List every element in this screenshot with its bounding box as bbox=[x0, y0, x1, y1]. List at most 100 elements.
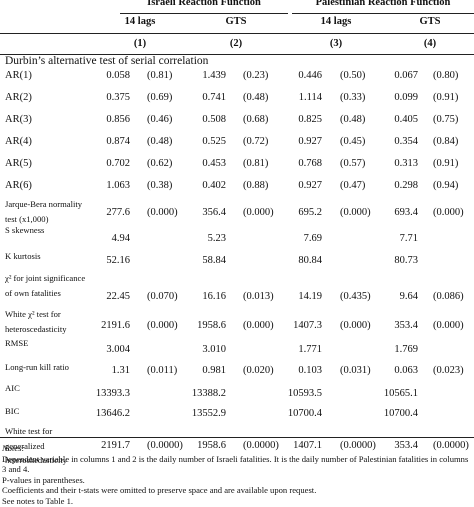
value-cell: 0.375 bbox=[106, 92, 130, 103]
pvalue-cell: (0.69) bbox=[147, 92, 173, 103]
pvalue-cell: (0.84) bbox=[433, 136, 459, 147]
pvalue-cell: (0.80) bbox=[433, 70, 459, 81]
value-cell: 2191.6 bbox=[101, 320, 130, 331]
pvalue-cell: (0.0000) bbox=[433, 440, 469, 451]
pvalue-cell: (0.75) bbox=[433, 114, 459, 125]
row-label: AR(5) bbox=[5, 158, 32, 169]
value-cell: 1.439 bbox=[202, 70, 226, 81]
value-cell: 10700.4 bbox=[287, 408, 322, 419]
value-cell: 80.84 bbox=[298, 255, 322, 266]
note-line: Dependent variable in columns 1 and 2 is… bbox=[2, 453, 469, 475]
pvalue-cell: (0.46) bbox=[147, 114, 173, 125]
table-row: K kurtosis 52.16 58.84 80.84 80.73 bbox=[0, 251, 474, 275]
value-cell: 0.405 bbox=[394, 114, 418, 125]
pvalue-cell: (0.23) bbox=[243, 70, 269, 81]
value-cell: 353.4 bbox=[394, 320, 418, 331]
value-cell: 0.741 bbox=[202, 92, 226, 103]
pvalue-cell: (0.48) bbox=[147, 136, 173, 147]
pvalue-cell: (0.011) bbox=[147, 365, 178, 376]
value-cell: 7.69 bbox=[303, 233, 322, 244]
value-cell: 0.508 bbox=[202, 114, 226, 125]
pvalue-cell: (0.45) bbox=[340, 136, 366, 147]
row-label: Jarque-Bera normality test (x1,000) bbox=[5, 199, 83, 224]
value-cell: 52.16 bbox=[106, 255, 130, 266]
pvalue-cell: (0.013) bbox=[243, 291, 274, 302]
value-cell: 58.84 bbox=[202, 255, 226, 266]
value-cell: 13393.3 bbox=[95, 388, 130, 399]
pvalue-cell: (0.0000) bbox=[340, 440, 376, 451]
table-row: BIC 13646.2 13552.9 10700.4 10700.4 bbox=[0, 406, 474, 428]
note-line: Coefficients and their t-stats were omit… bbox=[2, 485, 317, 496]
value-cell: 14.19 bbox=[298, 291, 322, 302]
sub-header-2: GTS bbox=[225, 16, 247, 27]
row-label: White test for generalized heteroskedast… bbox=[5, 426, 68, 466]
value-cell: 80.73 bbox=[394, 255, 418, 266]
value-cell: 1407.3 bbox=[293, 320, 322, 331]
pvalue-cell: (0.48) bbox=[243, 92, 269, 103]
table-row: AR(4) 0.874 (0.48) 0.525 (0.72) 0.927 (0.45) 0.… bbox=[0, 136, 474, 158]
value-cell: 356.4 bbox=[202, 207, 226, 218]
table-row: AR(6) 1.063 (0.38) 0.402 (0.88) 0.927 (0.47) 0.… bbox=[0, 180, 474, 202]
table-row: AR(2) 0.375 (0.69) 0.741 (0.48) 1.114 (0.33) 0.… bbox=[0, 92, 474, 114]
value-cell: 0.354 bbox=[394, 136, 418, 147]
pvalue-cell: (0.88) bbox=[243, 180, 269, 191]
table-row: AR(1) 0.058 (0.81) 1.439 (0.23) 0.446 (0.50) 0.… bbox=[0, 70, 474, 92]
value-cell: 1.114 bbox=[298, 92, 322, 103]
value-cell: 0.825 bbox=[298, 114, 322, 125]
table-row: White χ² test for heteroscedasticity 2191… bbox=[0, 309, 474, 340]
value-cell: 1407.1 bbox=[293, 440, 322, 451]
value-cell: 9.64 bbox=[399, 291, 418, 302]
value-cell: 1958.6 bbox=[197, 320, 226, 331]
sub-header-1: 14 lags bbox=[124, 16, 156, 27]
pvalue-cell: (0.33) bbox=[340, 92, 366, 103]
value-cell: 10700.4 bbox=[383, 408, 418, 419]
pvalue-cell: (0.94) bbox=[433, 180, 459, 191]
row-label: χ² for joint significance of own fatalit… bbox=[5, 273, 86, 298]
row-label: White χ² test for heteroscedasticity bbox=[5, 309, 67, 334]
pvalue-cell: (0.0000) bbox=[147, 440, 183, 451]
row-label: AR(4) bbox=[5, 136, 32, 147]
value-cell: 0.981 bbox=[202, 365, 226, 376]
value-cell: 0.402 bbox=[202, 180, 226, 191]
col-number-4: (4) bbox=[423, 38, 437, 49]
pvalue-cell: (0.000) bbox=[433, 207, 464, 218]
row-label: BIC bbox=[5, 406, 20, 416]
value-cell: 695.2 bbox=[298, 207, 322, 218]
pvalue-cell: (0.000) bbox=[340, 207, 371, 218]
israeli-reaction-header: Israeli Reaction Function bbox=[147, 0, 261, 8]
value-cell: 1.769 bbox=[394, 344, 418, 355]
value-cell: 0.313 bbox=[394, 158, 418, 169]
value-cell: 353.4 bbox=[394, 440, 418, 451]
pvalue-cell: (0.000) bbox=[147, 207, 178, 218]
table-row: Jarque-Bera normality test (x1,000) 277.6… bbox=[0, 199, 474, 227]
table-row: χ² for joint significance of own fatalit… bbox=[0, 273, 474, 311]
pvalue-cell: (0.91) bbox=[433, 158, 459, 169]
pvalue-cell: (0.070) bbox=[147, 291, 178, 302]
value-cell: 693.4 bbox=[394, 207, 418, 218]
value-cell: 0.298 bbox=[394, 180, 418, 191]
table-row: Long-run kill ratio 1.31 (0.011) 0.981 (0.02… bbox=[0, 362, 474, 385]
value-cell: 0.856 bbox=[106, 114, 130, 125]
pvalue-cell: (0.086) bbox=[433, 291, 464, 302]
row-label: AR(6) bbox=[5, 180, 32, 191]
pvalue-cell: (0.48) bbox=[340, 114, 366, 125]
value-cell: 0.525 bbox=[202, 136, 226, 147]
value-cell: 277.6 bbox=[106, 207, 130, 218]
pvalue-cell: (0.38) bbox=[147, 180, 173, 191]
value-cell: 2191.7 bbox=[101, 440, 130, 451]
value-cell: 0.099 bbox=[394, 92, 418, 103]
sub-header-rule bbox=[0, 33, 474, 34]
value-cell: 0.702 bbox=[106, 158, 130, 169]
table-row: S skewness 4.94 5.23 7.69 7.71 bbox=[0, 225, 474, 253]
palestinian-reaction-header: Palestinian Reaction Function bbox=[315, 0, 451, 8]
value-cell: 0.927 bbox=[298, 180, 322, 191]
sub-header-3: 14 lags bbox=[320, 16, 352, 27]
value-cell: 0.446 bbox=[298, 70, 322, 81]
pvalue-cell: (0.023) bbox=[433, 365, 464, 376]
pvalue-cell: (0.62) bbox=[147, 158, 173, 169]
notes-heading: Notes: bbox=[2, 443, 25, 453]
pvalue-cell: (0.72) bbox=[243, 136, 269, 147]
table-row: RMSE 3.004 3.010 1.771 1.769 bbox=[0, 338, 474, 364]
pvalue-cell: (0.000) bbox=[340, 320, 371, 331]
